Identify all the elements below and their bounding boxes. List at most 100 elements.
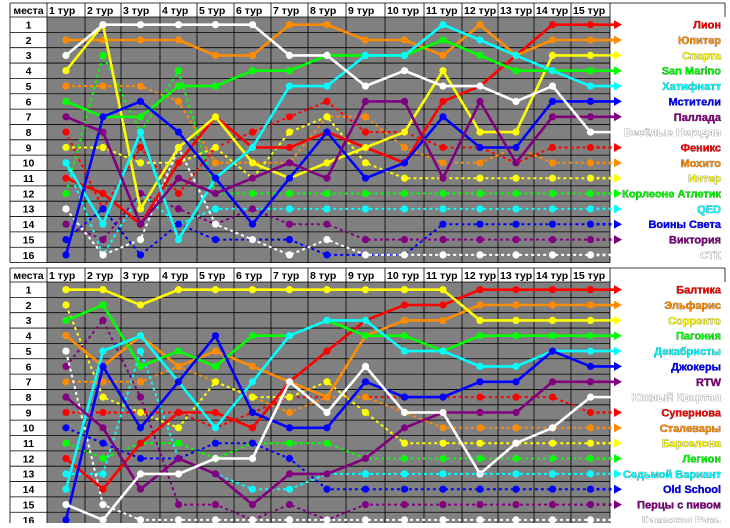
data-point xyxy=(174,236,183,244)
data-point xyxy=(99,286,107,294)
data-point xyxy=(439,516,447,524)
round-label: 2 тур xyxy=(87,5,113,17)
series-arrowhead xyxy=(614,315,622,325)
data-point xyxy=(174,159,183,167)
round-label: 15 тур xyxy=(573,5,605,17)
legend-label: Мохито xyxy=(681,158,722,170)
data-point xyxy=(512,286,520,294)
series-1-8: Весёлые Негодяи xyxy=(62,21,721,139)
data-point xyxy=(99,485,107,493)
data-point xyxy=(548,251,557,259)
data-point xyxy=(248,159,257,167)
legend-label: Легион xyxy=(682,454,721,466)
round-label: 5 тур xyxy=(199,270,225,282)
data-point xyxy=(512,159,520,167)
data-point xyxy=(548,516,557,524)
place-label: 2 xyxy=(26,35,32,47)
place-label: 1 xyxy=(26,285,32,297)
data-point xyxy=(99,393,107,401)
data-point xyxy=(439,393,447,401)
header-row-bg xyxy=(47,268,610,282)
round-label: 5 тур xyxy=(199,5,225,17)
round-label: 2 тур xyxy=(87,270,113,282)
data-point xyxy=(99,251,107,259)
data-point xyxy=(323,424,331,432)
data-point xyxy=(285,82,294,90)
data-point xyxy=(248,516,257,524)
legend-label: Седьмой Вариант xyxy=(623,469,722,481)
data-point xyxy=(323,470,331,478)
data-point xyxy=(62,67,70,75)
data-point xyxy=(62,470,70,478)
legend-label: Old School xyxy=(663,484,721,496)
series-line xyxy=(65,207,591,256)
data-point xyxy=(548,174,557,182)
data-point xyxy=(548,316,557,324)
data-point xyxy=(512,67,520,75)
data-point xyxy=(174,82,183,90)
data-point xyxy=(400,143,409,152)
data-point xyxy=(99,51,107,60)
data-point xyxy=(174,424,183,432)
series-arrowhead xyxy=(614,500,622,510)
data-point xyxy=(62,516,70,524)
data-point xyxy=(211,424,220,432)
data-point xyxy=(285,470,294,478)
data-point xyxy=(323,286,331,294)
round-label: 3 тур xyxy=(123,5,149,17)
data-point xyxy=(323,378,331,386)
data-point xyxy=(512,205,520,213)
round-label: 4 тур xyxy=(162,270,188,282)
legend-label: Балтика xyxy=(676,285,722,297)
data-point xyxy=(400,97,409,105)
round-label: 6 тур xyxy=(236,5,262,17)
place-label: 5 xyxy=(26,81,32,93)
data-point xyxy=(211,362,220,370)
data-point xyxy=(285,128,294,136)
series-1-6: Мстители xyxy=(62,96,721,259)
data-point xyxy=(211,332,220,340)
data-point xyxy=(323,113,331,121)
data-point xyxy=(136,454,145,463)
data-point xyxy=(62,189,70,198)
round-label: 13 тур xyxy=(500,270,532,282)
data-point xyxy=(548,220,557,228)
data-point xyxy=(136,113,145,121)
data-point xyxy=(548,189,557,198)
data-point xyxy=(476,143,484,152)
place-label: 11 xyxy=(23,438,34,450)
data-point xyxy=(174,128,183,136)
place-label: 1 xyxy=(26,20,32,32)
place-label: 12 xyxy=(23,188,35,200)
place-label: 16 xyxy=(23,250,35,262)
data-point xyxy=(361,408,370,417)
data-point xyxy=(99,439,107,447)
data-point xyxy=(62,454,70,463)
data-point xyxy=(62,159,70,167)
data-point xyxy=(548,439,557,447)
data-point xyxy=(361,332,370,340)
data-point xyxy=(174,189,183,198)
data-point xyxy=(62,501,70,509)
data-point xyxy=(99,378,107,386)
data-point xyxy=(62,113,70,121)
data-point xyxy=(99,501,107,509)
data-point xyxy=(248,501,257,509)
place-label: 9 xyxy=(26,407,32,419)
place-label: 4 xyxy=(26,331,32,343)
data-point xyxy=(512,316,520,324)
data-point xyxy=(439,97,447,105)
chart-panel-1: места 1 тур 2 тур 3 тур 4 тур 5 тур 6 тур 7 тур… xyxy=(9,2,726,264)
data-point xyxy=(99,205,107,213)
data-point xyxy=(323,408,331,417)
data-point xyxy=(211,347,220,355)
data-point xyxy=(285,251,294,259)
data-point xyxy=(62,205,70,213)
series-arrowhead xyxy=(614,392,622,402)
data-point xyxy=(136,485,145,493)
round-label: 13 тур xyxy=(500,5,532,17)
data-point xyxy=(512,251,520,259)
data-point xyxy=(323,316,331,324)
data-point xyxy=(323,393,331,401)
header-places-label: места xyxy=(13,5,43,17)
